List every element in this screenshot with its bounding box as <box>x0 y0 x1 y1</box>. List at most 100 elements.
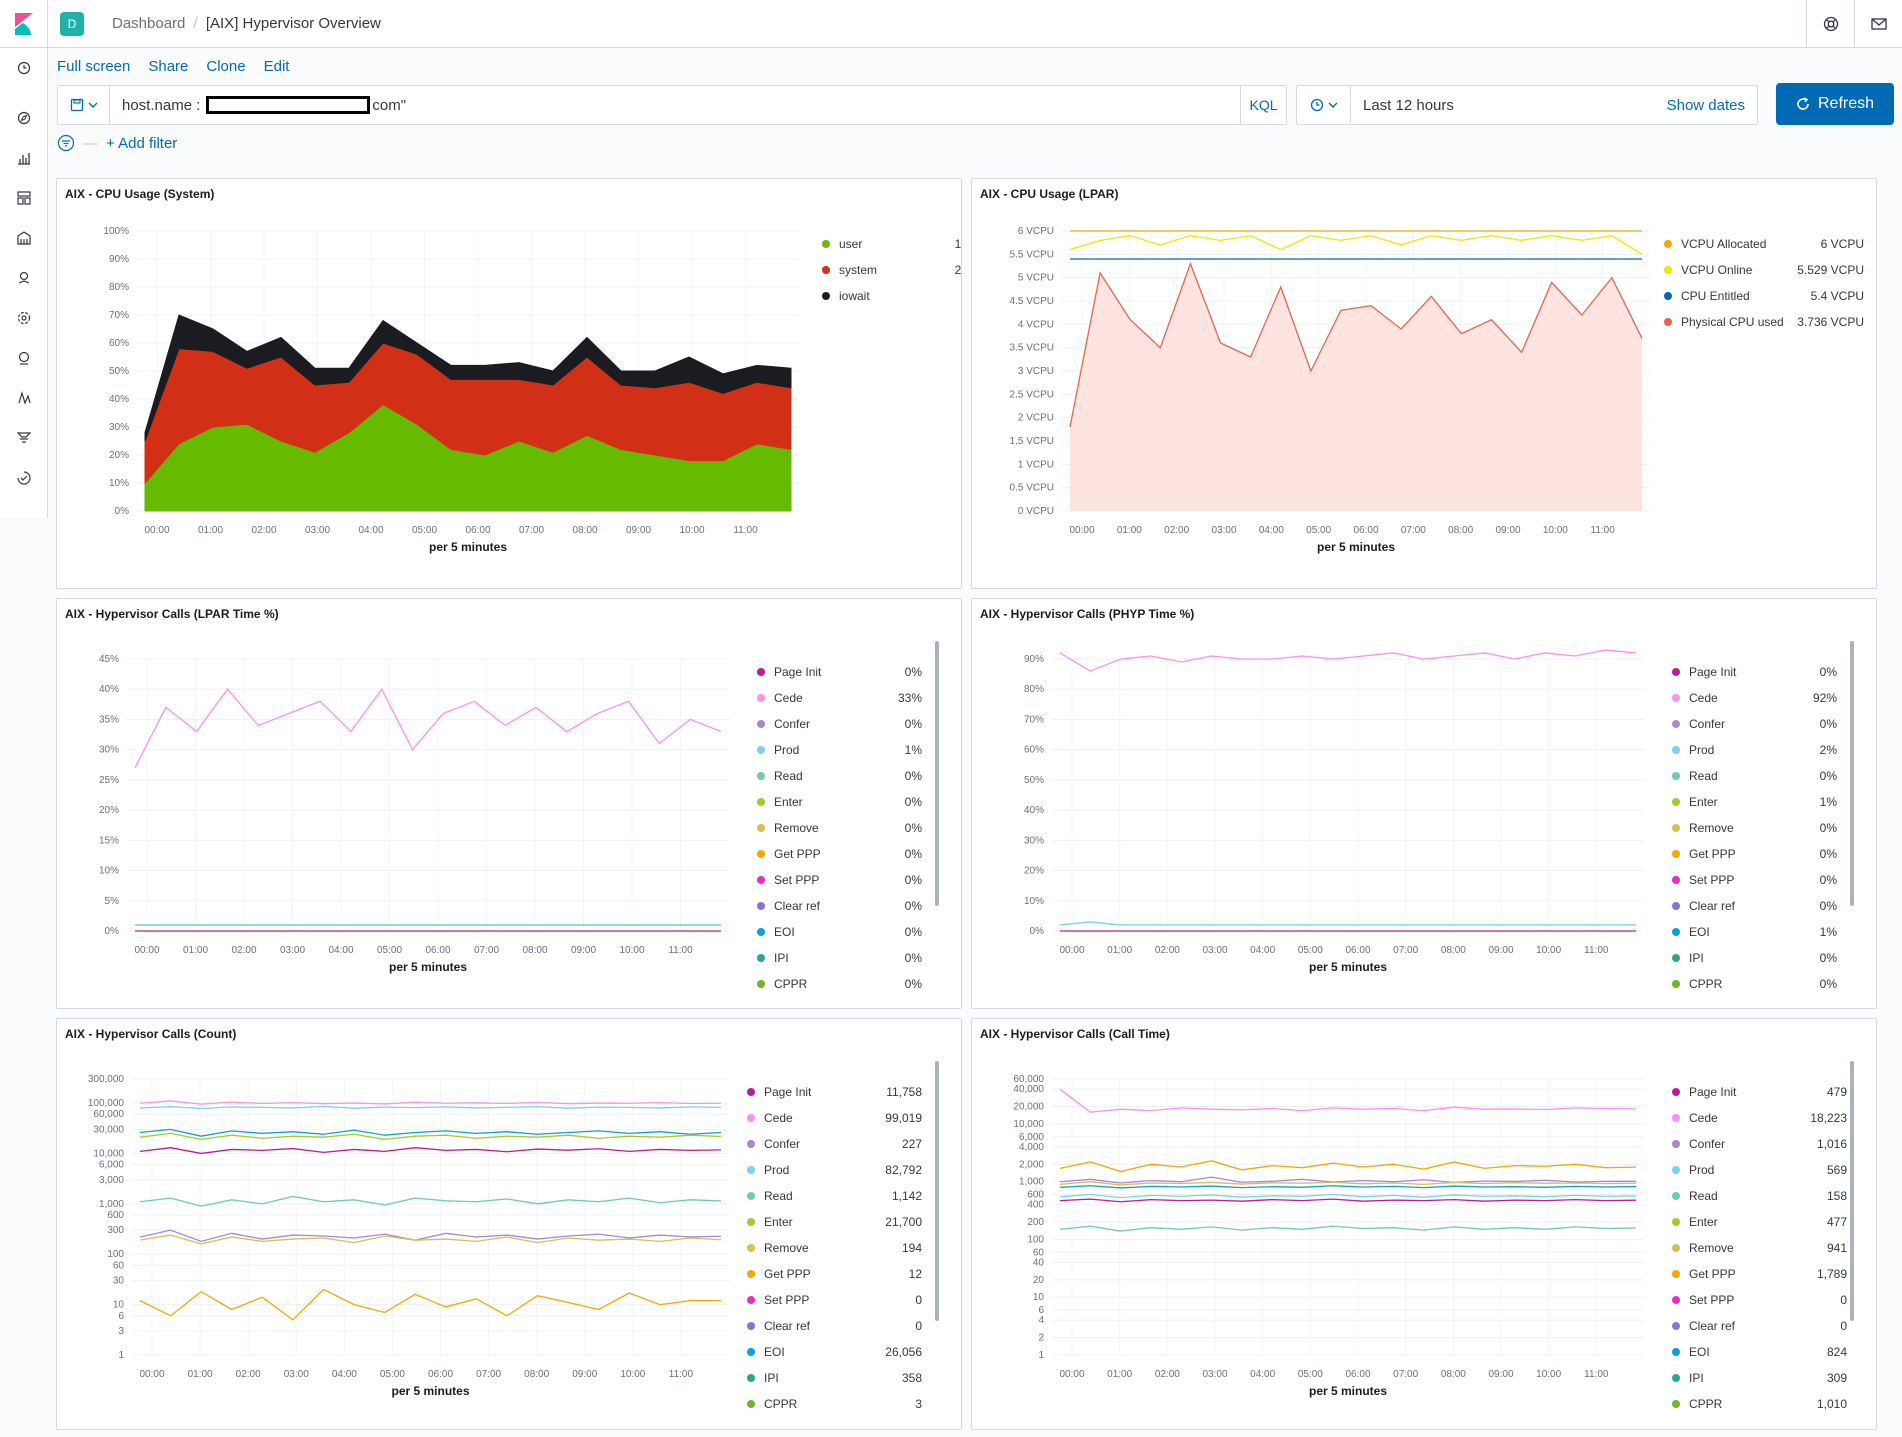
legend-item[interactable]: CPPR 0% <box>757 971 922 997</box>
legend-item[interactable]: Set PPP 0% <box>1672 867 1837 893</box>
show-dates-link[interactable]: Show dates <box>1666 96 1745 114</box>
legend-item[interactable]: Page Init 479 <box>1672 1079 1847 1105</box>
legend-item[interactable]: Read 0% <box>1672 763 1837 789</box>
legend-item[interactable]: Confer 1,016 <box>1672 1131 1847 1157</box>
kibana-logo-icon[interactable] <box>0 0 48 48</box>
legend-item[interactable]: Cede 18,223 <box>1672 1105 1847 1131</box>
legend-item[interactable]: Prod 569 <box>1672 1157 1847 1183</box>
legend-item[interactable]: system 27.059% <box>822 257 961 283</box>
legend-item[interactable]: Confer 0% <box>1672 711 1837 737</box>
legend-item[interactable]: Get PPP 0% <box>757 841 922 867</box>
legend-item[interactable]: Prod 82,792 <box>747 1157 922 1183</box>
legend-item[interactable]: Remove 0% <box>1672 815 1837 841</box>
legend-item[interactable]: Clear ref 0 <box>747 1313 922 1339</box>
legend-item[interactable]: Set PPP 0 <box>1672 1287 1847 1313</box>
legend-item[interactable]: CPPR 1,010 <box>1672 1391 1847 1417</box>
edit-link[interactable]: Edit <box>263 58 290 75</box>
legend-item[interactable]: Enter 21,700 <box>747 1209 922 1235</box>
legend-item[interactable]: Get PPP 12 <box>747 1261 922 1287</box>
legend-item[interactable]: CPPR 0% <box>1672 971 1837 997</box>
legend-item[interactable]: Set PPP 0 <box>747 1287 922 1313</box>
legend-dot-icon <box>1672 1400 1680 1408</box>
legend-item[interactable]: Clear ref 0 <box>1672 1313 1847 1339</box>
legend-item[interactable]: Cede 92% <box>1672 685 1837 711</box>
query-input[interactable]: host.name : com" <box>110 96 1240 114</box>
recent-clock-icon[interactable] <box>0 48 48 88</box>
ml-icon[interactable] <box>0 298 48 338</box>
legend-item[interactable]: CPU Entitled 5.4 VCPU <box>1664 283 1864 309</box>
logs-icon[interactable] <box>0 378 48 418</box>
kql-toggle[interactable]: KQL <box>1240 86 1286 124</box>
legend-item[interactable]: IPI 0% <box>1672 945 1837 971</box>
legend-scrollbar[interactable] <box>1850 641 1854 906</box>
legend-item[interactable]: Read 0% <box>757 763 922 789</box>
legend-item[interactable]: Set PPP 0% <box>757 867 922 893</box>
legend-item[interactable]: Confer 0% <box>757 711 922 737</box>
add-filter-link[interactable]: + Add filter <box>106 134 178 152</box>
legend-dot-icon <box>747 1166 755 1174</box>
legend-item[interactable]: Cede 33% <box>757 685 922 711</box>
metrics-icon[interactable] <box>0 338 48 378</box>
legend-item[interactable]: Page Init 11,758 <box>747 1079 922 1105</box>
time-range-label[interactable]: Last 12 hours <box>1363 96 1454 114</box>
legend-item[interactable]: Read 1,142 <box>747 1183 922 1209</box>
legend-label: Confer <box>764 1137 801 1151</box>
legend-item[interactable]: Get PPP 0% <box>1672 841 1837 867</box>
legend-item[interactable]: Cede 99,019 <box>747 1105 922 1131</box>
legend-item[interactable]: Enter 1% <box>1672 789 1837 815</box>
x-tick-label: 10:00 <box>619 945 644 956</box>
maps-icon[interactable] <box>0 258 48 298</box>
help-icon[interactable] <box>1806 0 1854 48</box>
uptime-icon[interactable] <box>0 458 48 498</box>
legend-item[interactable]: Clear ref 0% <box>1672 893 1837 919</box>
legend-item[interactable]: Get PPP 1,789 <box>1672 1261 1847 1287</box>
legend-item[interactable]: Remove 941 <box>1672 1235 1847 1261</box>
legend-value: 12 <box>908 1267 922 1281</box>
share-link[interactable]: Share <box>148 58 189 75</box>
legend-item[interactable]: Enter 477 <box>1672 1209 1847 1235</box>
refresh-button[interactable]: Refresh <box>1776 83 1894 125</box>
filter-options-icon[interactable] <box>57 134 75 152</box>
legend-item[interactable]: Remove 194 <box>747 1235 922 1261</box>
legend-item[interactable]: EOI 1% <box>1672 919 1837 945</box>
legend-item[interactable]: user 16.824% <box>822 231 961 257</box>
legend-item[interactable]: Page Init 0% <box>757 659 922 685</box>
legend-item[interactable]: EOI 0% <box>757 919 922 945</box>
quick-menu-button[interactable] <box>1297 86 1351 124</box>
legend-item[interactable]: EOI 26,056 <box>747 1339 922 1365</box>
legend-item[interactable]: Physical CPU used 3.736 VCPU <box>1664 309 1864 335</box>
legend-item[interactable]: VCPU Allocated 6 VCPU <box>1664 231 1864 257</box>
discover-compass-icon[interactable] <box>0 98 48 138</box>
legend-item[interactable]: IPI 358 <box>747 1365 922 1391</box>
legend-value: 6.294% <box>961 289 962 303</box>
apm-icon[interactable] <box>0 418 48 458</box>
legend-item[interactable]: iowait 6.294% <box>822 283 962 309</box>
legend-scrollbar[interactable] <box>935 641 939 906</box>
legend-item[interactable]: IPI 309 <box>1672 1365 1847 1391</box>
legend-item[interactable]: Read 158 <box>1672 1183 1847 1209</box>
space-avatar[interactable]: D <box>60 11 84 36</box>
legend-item[interactable]: VCPU Online 5.529 VCPU <box>1664 257 1864 283</box>
legend-scrollbar[interactable] <box>935 1061 939 1321</box>
legend-scrollbar[interactable] <box>1850 1061 1854 1321</box>
saved-query-button[interactable] <box>58 86 110 124</box>
full-screen-link[interactable]: Full screen <box>57 58 131 75</box>
legend-item[interactable]: Enter 0% <box>757 789 922 815</box>
legend-item[interactable]: Page Init 0% <box>1672 659 1837 685</box>
x-tick-label: 08:00 <box>522 945 547 956</box>
dashboard-icon[interactable] <box>0 178 48 218</box>
legend-item[interactable]: Confer 227 <box>747 1131 922 1157</box>
mail-icon[interactable] <box>1854 0 1902 48</box>
clone-link[interactable]: Clone <box>206 58 246 75</box>
legend-item[interactable]: Prod 2% <box>1672 737 1837 763</box>
legend-item[interactable]: Remove 0% <box>757 815 922 841</box>
breadcrumb-dashboard[interactable]: Dashboard <box>112 15 186 32</box>
legend-item[interactable]: Prod 1% <box>757 737 922 763</box>
x-tick-label: 02:00 <box>1155 1369 1180 1380</box>
visualize-chart-icon[interactable] <box>0 138 48 178</box>
legend-item[interactable]: Clear ref 0% <box>757 893 922 919</box>
legend-item[interactable]: EOI 824 <box>1672 1339 1847 1365</box>
canvas-icon[interactable] <box>0 218 48 258</box>
legend-item[interactable]: CPPR 3 <box>747 1391 922 1417</box>
legend-item[interactable]: IPI 0% <box>757 945 922 971</box>
